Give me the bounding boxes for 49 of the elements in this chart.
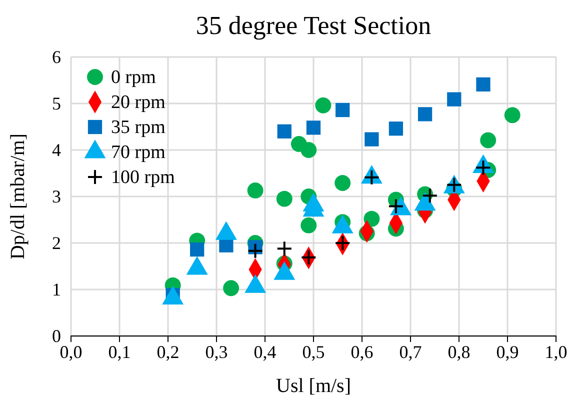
legend-label: 100 rpm xyxy=(111,167,176,188)
x-tick-label: 0,9 xyxy=(496,342,519,362)
x-tick-label: 0,8 xyxy=(448,342,470,362)
y-tick-label: 1 xyxy=(52,279,61,300)
legend-label: 35 rpm xyxy=(111,117,166,138)
x-tick-label: 0,4 xyxy=(254,342,276,362)
point xyxy=(480,132,496,148)
y-tick-label: 3 xyxy=(52,186,61,206)
y-axis-title: Dp/dl [mbar/m] xyxy=(7,133,29,260)
x-tick-label: 0,1 xyxy=(108,342,131,362)
y-tick-label: 2 xyxy=(52,232,61,253)
point xyxy=(277,124,292,138)
y-tick-label: 4 xyxy=(52,140,61,160)
x-tick-label: 0,6 xyxy=(350,342,374,362)
point xyxy=(276,240,292,257)
point xyxy=(300,142,317,158)
point xyxy=(247,242,264,259)
point xyxy=(476,77,490,92)
point xyxy=(276,190,292,207)
point xyxy=(418,107,432,122)
point xyxy=(223,280,240,296)
point xyxy=(334,175,351,191)
point xyxy=(300,217,317,234)
point xyxy=(447,92,462,106)
x-tick-label: 0,2 xyxy=(156,342,180,362)
point xyxy=(315,97,332,114)
point xyxy=(334,235,351,251)
point xyxy=(364,132,379,146)
legend-label: 20 rpm xyxy=(111,92,166,113)
point xyxy=(388,122,404,136)
point xyxy=(300,249,317,266)
x-tick-label: 0,5 xyxy=(302,342,325,362)
x-tick-label: 1,0 xyxy=(544,342,568,362)
x-tick-label: 0,0 xyxy=(60,342,82,362)
legend-label: 0 rpm xyxy=(111,67,156,88)
point xyxy=(247,182,264,198)
y-tick-label: 5 xyxy=(52,93,61,114)
point xyxy=(364,210,380,227)
point xyxy=(306,120,321,135)
y-tick-label: 0 xyxy=(52,326,61,346)
point xyxy=(336,102,350,118)
x-tick-label: 0,7 xyxy=(399,342,422,362)
point xyxy=(504,107,520,124)
chart-title: 35 degree Test Section xyxy=(196,11,432,40)
y-tick-label: 6 xyxy=(52,46,61,67)
legend-label: 70 rpm xyxy=(111,142,166,163)
x-axis-title: Usl [m/s] xyxy=(276,375,351,397)
x-tick-label: 0,3 xyxy=(205,342,228,362)
point xyxy=(190,242,204,257)
